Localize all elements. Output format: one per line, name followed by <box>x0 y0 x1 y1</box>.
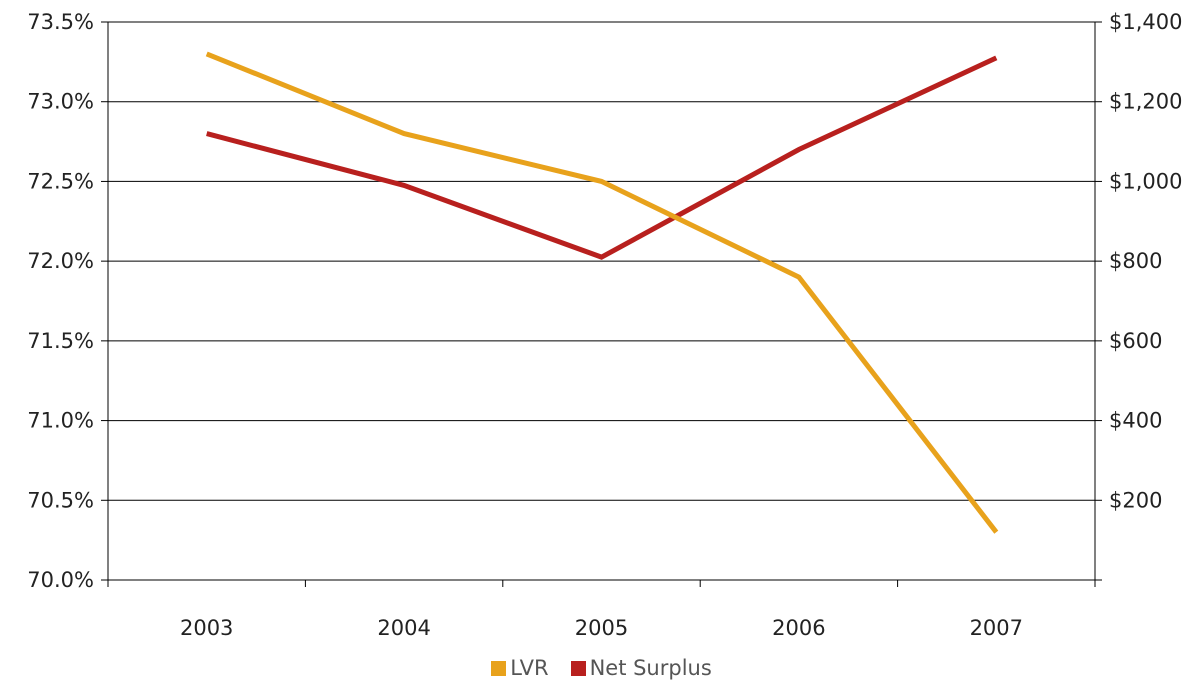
left-tick-label: 73.5% <box>27 10 94 34</box>
legend-swatch-lvr <box>491 660 507 676</box>
legend-item-net-surplus: Net Surplus <box>570 656 712 680</box>
x-tick-label: 2005 <box>575 616 628 640</box>
left-tick-label: 72.0% <box>27 249 94 273</box>
right-tick-label: $1,000 <box>1109 169 1182 193</box>
left-tick-label: 70.0% <box>27 568 94 592</box>
left-tick-label: 71.0% <box>27 409 94 433</box>
x-tick-label: 2004 <box>377 616 430 640</box>
legend-swatch-net-surplus <box>570 660 586 676</box>
right-tick-label: $800 <box>1109 249 1162 273</box>
x-tick-label: 2007 <box>970 616 1023 640</box>
axes <box>101 21 1102 587</box>
left-tick-label: 70.5% <box>27 488 94 512</box>
legend-label-lvr: LVR <box>510 656 549 680</box>
legend: LVR Net Surplus <box>0 652 1203 684</box>
series-line-net-surplus <box>206 55 998 260</box>
series-lines <box>205 51 999 534</box>
right-tick-label: $200 <box>1109 488 1162 512</box>
right-tick-label: $400 <box>1109 409 1162 433</box>
right-tick-label: $1,400 <box>1109 10 1182 34</box>
series-line-lvr <box>205 51 999 534</box>
gridlines <box>108 21 1095 581</box>
right-axis-ticks: $200 $400 $600 $800 $1,000 $1,200 $1,400 <box>1109 10 1182 512</box>
left-tick-label: 72.5% <box>27 169 94 193</box>
left-tick-label: 73.0% <box>27 90 94 114</box>
x-tick-label: 2003 <box>180 616 233 640</box>
legend-label-net-surplus: Net Surplus <box>589 656 712 680</box>
left-axis-ticks: 70.0% 70.5% 71.0% 71.5% 72.0% 72.5% 73.0% 73.5% <box>27 10 94 592</box>
right-tick-label: $1,200 <box>1109 90 1182 114</box>
x-tick-label: 2006 <box>772 616 825 640</box>
left-tick-label: 71.5% <box>27 329 94 353</box>
legend-item-lvr: LVR <box>491 656 549 680</box>
right-tick-label: $600 <box>1109 329 1162 353</box>
x-axis-ticks: 2003 2004 2005 2006 2007 <box>180 616 1023 640</box>
